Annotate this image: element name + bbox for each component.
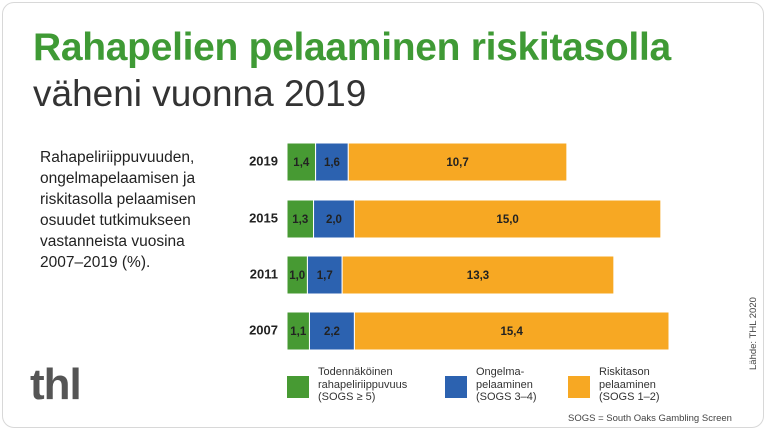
bar-segment xyxy=(347,142,568,182)
y-tick-label: 2019 xyxy=(249,153,278,168)
bar-segment xyxy=(286,142,317,182)
bar-segment xyxy=(353,199,662,239)
legend-swatch xyxy=(445,376,467,398)
value-label: 1,6 xyxy=(324,157,340,169)
y-tick-label: 2011 xyxy=(250,266,278,281)
value-label: 13,3 xyxy=(467,270,489,282)
legend-label: Ongelma- pelaaminen (SOGS 3–4) xyxy=(476,366,537,403)
bar-segment xyxy=(313,199,355,239)
value-label: 1,3 xyxy=(292,214,308,226)
frame xyxy=(2,2,764,428)
value-label: 2,0 xyxy=(326,214,342,226)
chart-title: Rahapelien pelaaminen riskitasolla xyxy=(33,26,671,69)
chart-subtitle: väheni vuonna 2019 xyxy=(33,73,367,114)
legend-label: Todennäköinen rahapeliriippuvuus (SOGS ≥… xyxy=(318,366,408,403)
description: Rahapeliriippuvuuden, ongelmapelaamisen … xyxy=(40,149,196,271)
value-label: 10,7 xyxy=(446,157,468,169)
value-label: 15,0 xyxy=(496,214,518,226)
legend-swatch xyxy=(287,376,309,398)
source: Lähde: THL 2020 xyxy=(748,297,759,370)
legend-label: Riskitason pelaaminen (SOGS 1–2) xyxy=(599,366,660,403)
y-tick-label: 2007 xyxy=(249,322,278,337)
value-label: 15,4 xyxy=(501,326,524,338)
value-label: 1,7 xyxy=(317,270,333,282)
value-label: 2,2 xyxy=(324,326,340,338)
bar-segment xyxy=(341,255,615,295)
y-tick-label: 2015 xyxy=(249,210,278,225)
value-label: 1,0 xyxy=(289,270,305,282)
logo: thl xyxy=(30,360,82,409)
footnote: SOGS = South Oaks Gambling Screen xyxy=(568,413,732,424)
bar-segment xyxy=(353,311,670,351)
legend-swatch xyxy=(568,376,590,398)
value-label: 1,1 xyxy=(290,326,307,338)
value-label: 1,4 xyxy=(293,157,310,169)
